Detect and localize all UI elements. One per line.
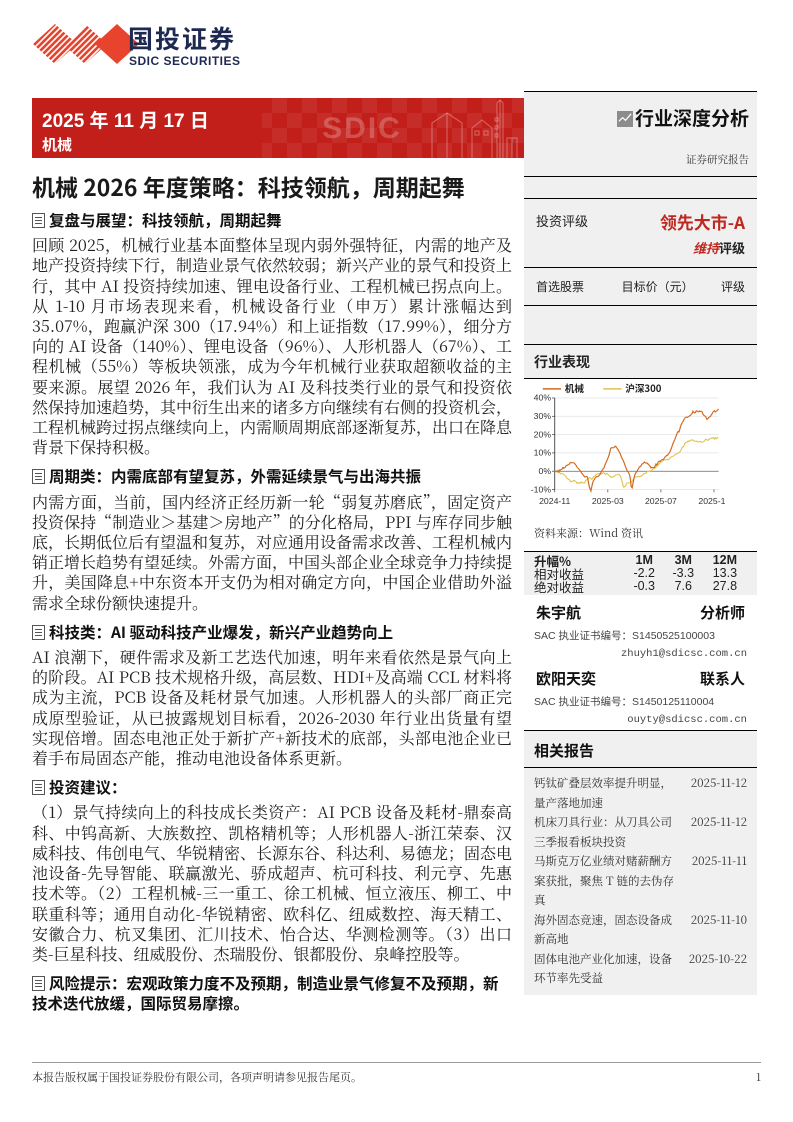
svg-text:2025-11: 2025-11 <box>698 496 725 506</box>
svg-text:-10%: -10% <box>531 484 552 494</box>
svg-text:20%: 20% <box>534 429 552 439</box>
svg-text:2025-07: 2025-07 <box>645 496 677 506</box>
svg-text:机械: 机械 <box>565 383 585 395</box>
svg-text:30%: 30% <box>534 411 552 421</box>
svg-text:40%: 40% <box>534 393 552 403</box>
svg-text:2024-11: 2024-11 <box>539 496 570 506</box>
svg-text:10%: 10% <box>534 448 552 458</box>
svg-text:2025-03: 2025-03 <box>592 496 624 506</box>
svg-text:0%: 0% <box>538 466 551 476</box>
svg-text:SDIC: SDIC <box>322 112 402 145</box>
svg-text:沪深300: 沪深300 <box>625 383 662 395</box>
